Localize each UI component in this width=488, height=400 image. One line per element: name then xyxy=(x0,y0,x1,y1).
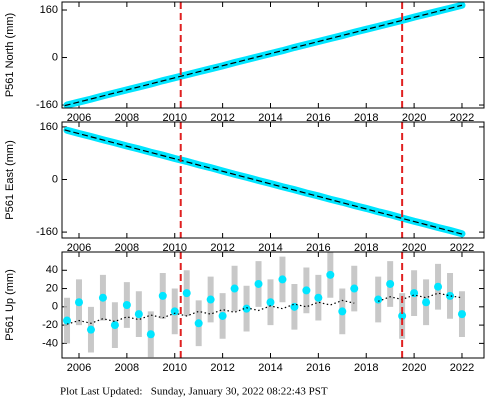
plot-frame xyxy=(61,251,485,359)
y-axis-label: P561 North (mm) xyxy=(4,13,16,97)
x-tick-label: 2016 xyxy=(306,362,330,374)
y-tick-label: -160 xyxy=(36,226,58,238)
y-tick-label: -40 xyxy=(42,337,58,349)
x-tick-label: 2014 xyxy=(258,362,282,374)
x-tick-label: 2022 xyxy=(450,362,474,374)
x-tick-label: 2020 xyxy=(402,242,426,254)
x-tick-label: 2020 xyxy=(402,362,426,374)
data-point xyxy=(266,298,275,307)
plot-frame xyxy=(61,121,485,239)
data-point xyxy=(302,286,311,295)
x-tick-label: 2006 xyxy=(67,362,91,374)
y-tick-label: 0 xyxy=(52,173,58,185)
x-tick-label: 2018 xyxy=(354,242,378,254)
data-point xyxy=(326,270,335,279)
footer: Plot Last Updated: Sunday, January 30, 2… xyxy=(60,386,328,398)
x-tick-label: 2010 xyxy=(162,112,186,124)
x-tick-label: 2014 xyxy=(258,112,282,124)
data-point xyxy=(206,295,215,304)
data-point xyxy=(218,311,227,320)
x-tick-label: 2012 xyxy=(210,242,234,254)
y-tick-label: -20 xyxy=(42,319,58,331)
data-point xyxy=(110,321,119,330)
data-point xyxy=(374,295,383,304)
model-line xyxy=(66,292,463,325)
x-tick-label: 2006 xyxy=(67,112,91,124)
data-point xyxy=(182,289,191,298)
data-point xyxy=(146,330,155,339)
model-line xyxy=(64,129,463,235)
data-point xyxy=(98,293,107,302)
data-point xyxy=(350,284,359,293)
data-point xyxy=(230,284,239,293)
data-point xyxy=(434,282,443,291)
data-point xyxy=(338,307,347,316)
y-tick-label: 160 xyxy=(40,4,58,16)
data-point xyxy=(446,291,455,300)
y-tick-label: 0 xyxy=(52,51,58,63)
y-tick-label: -160 xyxy=(36,99,58,111)
y-tick-label: 20 xyxy=(46,282,58,294)
x-tick-label: 2008 xyxy=(115,242,139,254)
x-tick-label: 2012 xyxy=(210,362,234,374)
data-point xyxy=(158,291,167,300)
y-tick-label: 0 xyxy=(52,301,58,313)
x-tick-label: 2006 xyxy=(67,242,91,254)
x-tick-label: 2014 xyxy=(258,242,282,254)
data-point xyxy=(63,316,72,325)
data-point xyxy=(398,311,407,320)
x-tick-label: 2010 xyxy=(162,242,186,254)
plot-frame xyxy=(61,1,485,109)
y-axis-label: P561 Up (mm) xyxy=(4,269,16,341)
model-line xyxy=(64,4,463,107)
data-point xyxy=(254,279,263,288)
data-point xyxy=(74,298,83,307)
x-tick-label: 2018 xyxy=(354,112,378,124)
data-point xyxy=(122,301,131,309)
data-point xyxy=(278,275,287,284)
x-tick-label: 2010 xyxy=(162,362,186,374)
data-point xyxy=(422,298,431,307)
x-tick-label: 2018 xyxy=(354,362,378,374)
y-tick-label: 40 xyxy=(46,264,58,276)
x-tick-label: 2016 xyxy=(306,242,330,254)
x-tick-label: 2008 xyxy=(115,112,139,124)
x-tick-label: 2016 xyxy=(306,112,330,124)
x-tick-label: 2020 xyxy=(402,112,426,124)
data-point xyxy=(86,325,95,334)
x-tick-label: 2012 xyxy=(210,112,234,124)
x-tick-label: 2022 xyxy=(450,242,474,254)
data-point xyxy=(410,289,419,298)
data-point xyxy=(170,307,179,316)
y-axis-label: P561 East (mm) xyxy=(4,140,16,219)
data-point xyxy=(290,302,299,311)
x-tick-label: 2008 xyxy=(115,362,139,374)
data-point xyxy=(314,293,323,302)
data-point xyxy=(457,310,466,319)
x-tick-label: 2022 xyxy=(450,112,474,124)
data-point xyxy=(194,319,203,328)
data-point xyxy=(386,279,395,288)
data-point xyxy=(134,310,143,319)
data-point xyxy=(242,304,251,313)
data-band xyxy=(63,1,466,109)
y-tick-label: 160 xyxy=(40,121,58,133)
